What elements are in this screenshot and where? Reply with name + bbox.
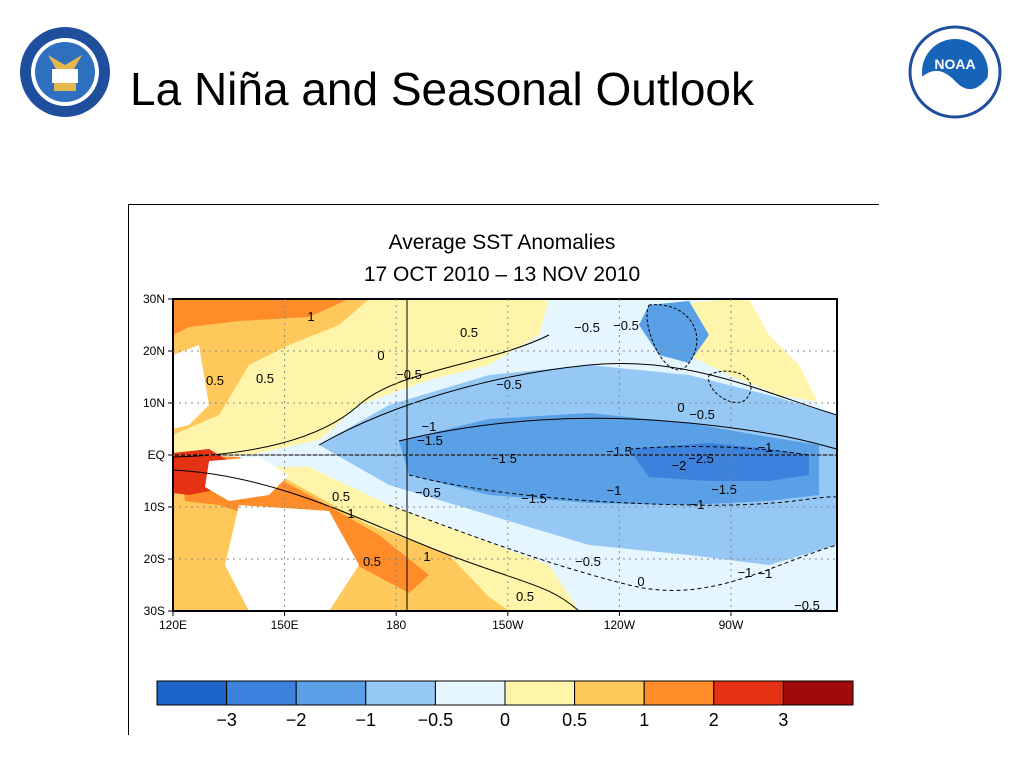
cold-band (399, 413, 819, 505)
land-australia (225, 505, 359, 611)
contour-label: −1 (738, 565, 753, 580)
colorbar-label: 0.5 (562, 710, 587, 730)
y-tick-label: 10N (143, 396, 165, 410)
contour-label: 0.5 (256, 371, 274, 386)
noaa-logo-icon: NOAA (908, 25, 1002, 119)
contour-line (318, 362, 837, 446)
contour-label: 0 (377, 348, 384, 363)
contour-line (398, 417, 837, 450)
contour-line (646, 304, 698, 371)
contour-label: −1.5 (711, 482, 737, 497)
contour-label: −0.5 (396, 367, 422, 382)
y-tick-label: 20N (143, 344, 165, 358)
colorbar-swatch (434, 680, 506, 706)
sst-anomaly-chart: Average SST Anomalies 17 OCT 2010 – 13 N… (143, 231, 854, 730)
y-axis: 30N 20N 10N EQ 10S 20S 30S (143, 292, 173, 618)
y-tick-label: 10S (144, 500, 165, 514)
colorbar-swatch (295, 680, 367, 706)
contour-label: −1.5 (521, 491, 547, 506)
contour-label: −0.5 (689, 407, 715, 422)
y-tick-label: EQ (148, 448, 165, 462)
contour-label: −2.5 (688, 451, 714, 466)
y-tick-label: 30S (144, 604, 165, 618)
contour-label: −2 (672, 458, 687, 473)
x-tick-label: 150E (271, 618, 299, 632)
contour-label: 0.5 (206, 373, 224, 388)
colorbar-label: 0 (500, 710, 510, 730)
y-tick-label: 30N (143, 292, 165, 306)
colorbar-label: −3 (216, 710, 237, 730)
colorbar-swatch (504, 680, 576, 706)
gridlines (173, 299, 837, 611)
commerce-seal-icon (20, 27, 110, 117)
contour-label: −1 (422, 419, 437, 434)
colorbar-label: −1 (356, 710, 377, 730)
chart-frame: Average SST Anomalies 17 OCT 2010 – 13 N… (128, 204, 879, 735)
colorbar-label: −2 (286, 710, 307, 730)
x-tick-label: 180 (386, 618, 406, 632)
contour-line (173, 334, 550, 458)
colorbar-swatch (643, 680, 715, 706)
colorbar-labels: −3 −2 −1 −0.5 0 0.5 1 2 3 (216, 710, 788, 730)
contour-label: 0 (677, 400, 684, 415)
x-tick-label: 120E (159, 618, 187, 632)
contour-label: 1 (423, 549, 430, 564)
slide-title: La Niña and Seasonal Outlook (130, 63, 754, 115)
hot-region-northwest (173, 299, 349, 335)
contour-line (708, 370, 752, 404)
contour-line (173, 469, 580, 611)
y-tick-label: 20S (144, 552, 165, 566)
contour-label: 1 (347, 506, 354, 521)
colorbar-swatch (156, 680, 228, 706)
contour-line (408, 474, 837, 506)
contour-label: 0.5 (363, 554, 381, 569)
contour-label: −0.5 (794, 598, 820, 613)
contour-label: −0.5 (575, 554, 601, 569)
contour-label: 0.5 (332, 489, 350, 504)
land-west-asia (173, 345, 209, 429)
noaa-logo-text: NOAA (934, 56, 975, 72)
contour-label: −1 (690, 497, 705, 512)
x-tick-label: 90W (719, 618, 744, 632)
land-east (749, 299, 837, 415)
colorbar-label: −0.5 (418, 710, 454, 730)
colorbar-swatch (574, 680, 645, 706)
colorbar-label: 3 (778, 710, 788, 730)
contour-label: −0.5 (496, 377, 522, 392)
colorbar-swatch (782, 680, 854, 706)
x-tick-label: 150W (492, 618, 524, 632)
contour-label: −1 (758, 566, 773, 581)
warm-region-northwest (173, 299, 369, 435)
contour-label: 0.5 (516, 589, 534, 604)
colorbar-swatch (713, 680, 784, 706)
contour-label: 0 (637, 574, 644, 589)
contour-labels: 10.5 −0.5 −0.50−0.50.5 0.5 −0.50 −0.5−1−1.5−1… (206, 309, 820, 613)
contour-label: −1.5 (491, 451, 517, 466)
cold-patch-east (639, 301, 709, 363)
x-axis: 120E 150E 180 150W 120W 90W (159, 611, 744, 632)
colorbar-label: 2 (709, 710, 719, 730)
colorbar (156, 680, 854, 706)
chart-subtitle: 17 OCT 2010 – 13 NOV 2010 (364, 263, 640, 286)
contour-lines (173, 304, 837, 611)
contour-label: −1 (607, 483, 622, 498)
contour-label: −0.5 (613, 318, 639, 333)
very-cold-band (629, 443, 809, 481)
contour-label: 1 (307, 309, 314, 324)
contour-label: −0.5 (574, 320, 600, 335)
land-maritime (205, 457, 289, 501)
colorbar-swatch (226, 680, 297, 706)
chart-title: Average SST Anomalies (389, 231, 616, 254)
contour-label: 0.5 (460, 325, 478, 340)
contour-label: −0.5 (415, 485, 441, 500)
sst-map: 10.5 −0.5 −0.50−0.50.5 0.5 −0.50 −0.5−1−1.5−1… (173, 299, 837, 613)
contour-line (388, 504, 837, 591)
contour-label: −1 (758, 440, 773, 455)
x-tick-label: 120W (604, 618, 636, 632)
colorbar-label: 1 (639, 710, 649, 730)
colorbar-swatch (365, 680, 436, 706)
contour-line (628, 446, 810, 456)
contour-label: −1.5 (417, 433, 443, 448)
